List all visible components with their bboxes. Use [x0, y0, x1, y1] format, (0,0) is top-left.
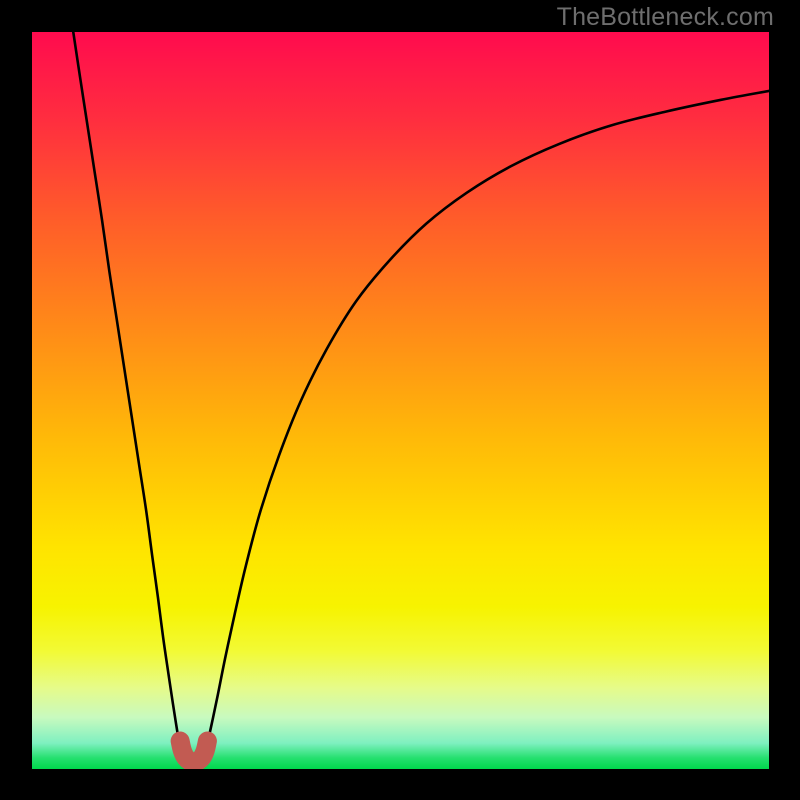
gradient-background	[32, 32, 769, 769]
watermark-text: TheBottleneck.com	[557, 3, 774, 32]
plot-area	[32, 32, 769, 769]
plot-svg	[32, 32, 769, 769]
